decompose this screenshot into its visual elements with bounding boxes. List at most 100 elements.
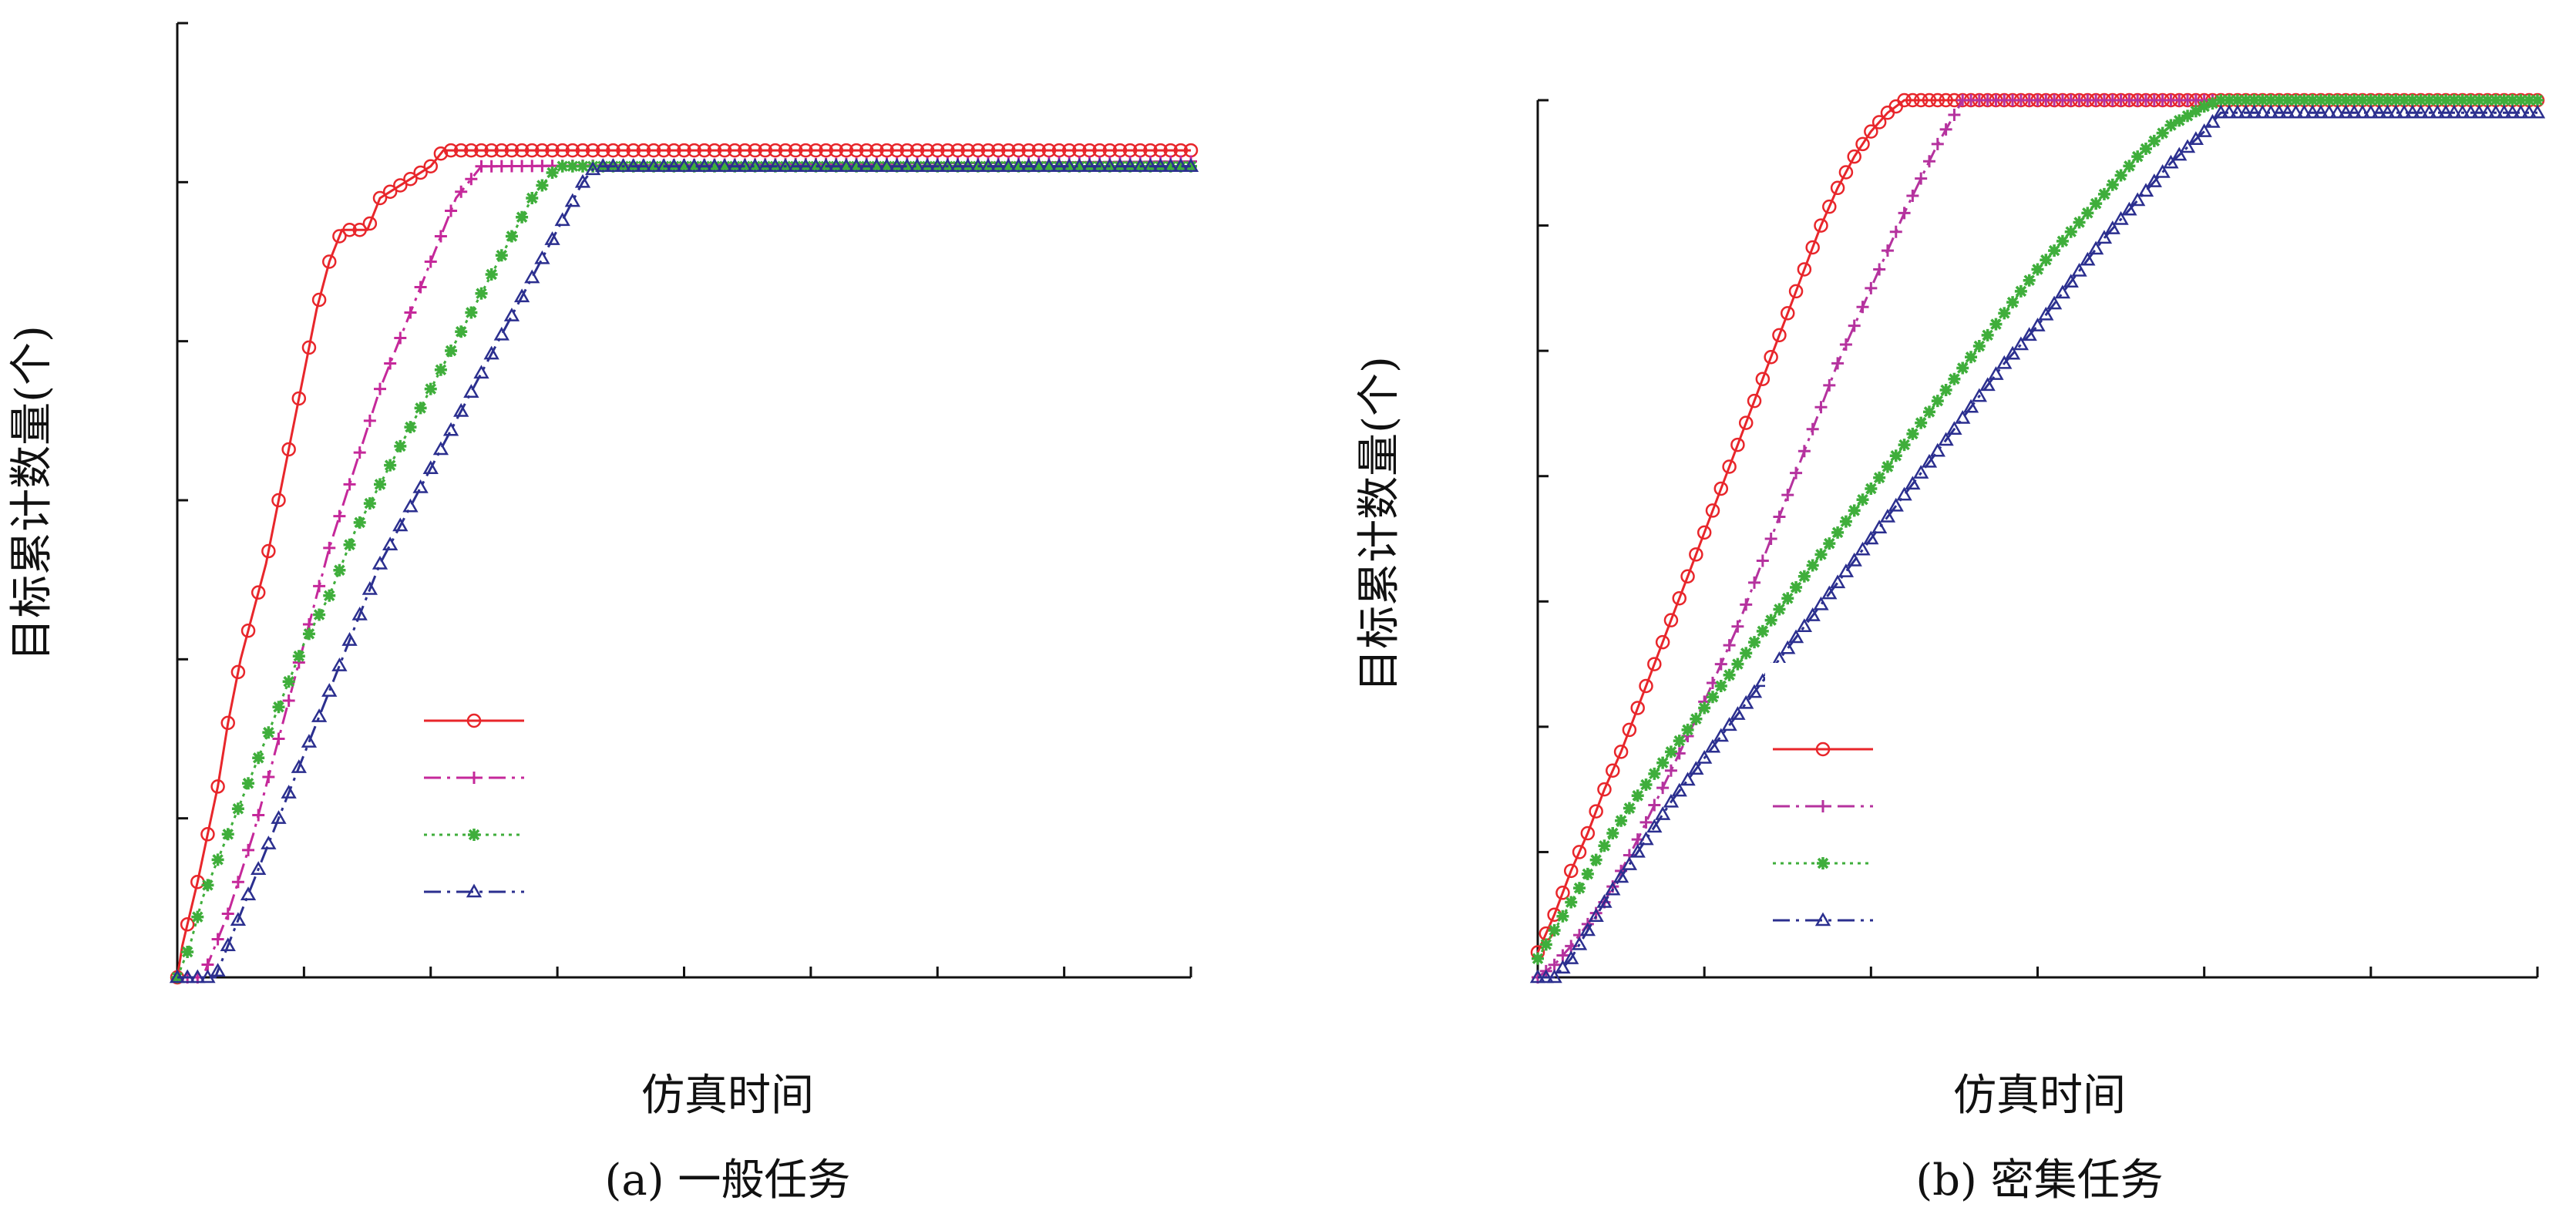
chart-a-data-point [950, 143, 965, 158]
chart-b-data-point [1831, 357, 1845, 370]
chart-b-data-point [2213, 104, 2229, 119]
chart-a-data-point [394, 331, 407, 345]
chart-b-data-point [1546, 969, 1562, 984]
chart-a-data-point [302, 627, 315, 641]
chart-a-data-point [251, 861, 267, 875]
chart-b-data-point [1931, 137, 1944, 150]
chart-b-data-point [1579, 922, 1596, 937]
chart-b-data-point [1738, 694, 1754, 709]
chart-b-data-point [1871, 520, 1888, 534]
chart-a-series-line [177, 160, 1192, 979]
chart-b-data-point [2013, 336, 2030, 351]
chart-a-data-point [200, 827, 215, 842]
chart-a-series-line [176, 149, 1191, 978]
chart-a-data-point [424, 255, 437, 268]
chart-b-data-point [1796, 618, 1813, 633]
chart-b-data-point [2188, 131, 2204, 146]
chart-b-data-point [1865, 482, 1878, 495]
chart-b-data-point [2088, 240, 2104, 255]
chart-b-data-point [2379, 104, 2396, 119]
chart-b-data-point [2430, 104, 2446, 119]
chart-b-data-point [1690, 712, 1703, 725]
chart-a-data-point [404, 306, 417, 319]
chart-a-data-point [495, 249, 508, 262]
chart-a-data-point [556, 160, 569, 173]
chart-b-data-point [2021, 327, 2037, 341]
chart-b-data-point [1680, 772, 1696, 786]
chart-a-data-point [678, 160, 691, 173]
chart-a-data-point [261, 836, 277, 849]
chart-a-data-point [1081, 158, 1098, 172]
chart-a-data-point [474, 143, 489, 158]
chart-a-data-point [240, 623, 256, 638]
chart-a-data-point [1011, 158, 1027, 172]
chart-b-data-point [1630, 701, 1645, 715]
chart-b-data-point [1639, 815, 1653, 829]
chart-b-data-point [1598, 839, 1611, 852]
chart-b-data-point [2281, 94, 2294, 106]
chart-b-data-point [1962, 399, 1979, 413]
chart-a-data-point [818, 158, 834, 172]
chart-a-data-point [534, 250, 550, 264]
chart-b-data-point [2181, 109, 2194, 123]
chart-b-data-point [1848, 504, 1861, 517]
chart-a-data-point [879, 158, 895, 172]
chart-b-data-point [1848, 319, 1861, 332]
chart-a-data-point [787, 158, 804, 172]
chart-a-data-point [374, 478, 386, 491]
chart-b-data-point [1847, 149, 1861, 164]
chart-a-legend [409, 686, 1210, 940]
chart-b-data-point [1704, 738, 1721, 753]
chart-a-data-point [374, 382, 386, 395]
chart-a-ylabel: 目标累计数量(个) [7, 325, 57, 661]
chart-b-data-point [1655, 634, 1670, 650]
chart-b-data-point [1764, 614, 1777, 627]
chart-b-data-point [1864, 124, 1878, 139]
chart-a-data-point [453, 402, 469, 417]
chart-a-data-point [403, 171, 418, 187]
chart-a-data-point [645, 158, 662, 172]
chart-a-data-point [990, 158, 1007, 172]
chart-b-data-point [2523, 94, 2536, 106]
chart-a-series [169, 143, 1199, 985]
chart-b-data-point [2262, 104, 2279, 119]
chart-b-data-point [1621, 856, 1638, 870]
chart-b-data-point [1922, 92, 1937, 108]
chart-b-data-point [2023, 274, 2036, 287]
chart-b-data-point [2431, 94, 2444, 106]
chart-a-data-point [169, 969, 186, 984]
chart-a-data-point [1172, 158, 1189, 172]
chart-b-data-point [1646, 819, 1663, 833]
chart-a-data-point [311, 292, 327, 308]
chart-a-xlabel: 仿真时间 [641, 1071, 814, 1121]
chart-a-data-point [919, 158, 936, 172]
chart-b-data-point [2279, 104, 2295, 119]
chart-b-data-point [2163, 154, 2179, 169]
chart-b-data-point [2479, 104, 2496, 119]
chart-b-data-point [1747, 393, 1762, 409]
chart-b-data-point [2329, 104, 2346, 119]
chart-b-data-point [1664, 745, 1677, 758]
chart-a-data-point [483, 345, 499, 360]
chart-a-data-point [706, 158, 723, 172]
chart-b-data-point [2331, 94, 2344, 106]
chart-a-data-point [464, 143, 479, 158]
chart-a-data-point [1051, 158, 1068, 172]
chart-b-data-point [2348, 94, 2361, 106]
chart-b-data-point [1981, 328, 1994, 341]
chart-b-data-point [2064, 225, 2077, 238]
chart-b-data-point [2248, 94, 2261, 106]
chart-b-series-line [1538, 111, 2537, 979]
chart-b-data-point [2413, 104, 2429, 119]
chart-a-data-point [272, 732, 285, 745]
chart-a-data-point [930, 158, 946, 172]
chart-a-data-point [577, 160, 589, 173]
chart-b-data-point [2487, 104, 2504, 119]
chart-b-data-point [1581, 867, 1594, 880]
chart-b-data-point [2090, 197, 2103, 210]
chart-a-data-point [191, 910, 204, 923]
chart-b-data-point [1623, 802, 1636, 815]
chart-a-data-point [422, 460, 439, 474]
chart-b-data-point [1773, 510, 1786, 523]
chart-b-data-point [1781, 592, 1794, 605]
